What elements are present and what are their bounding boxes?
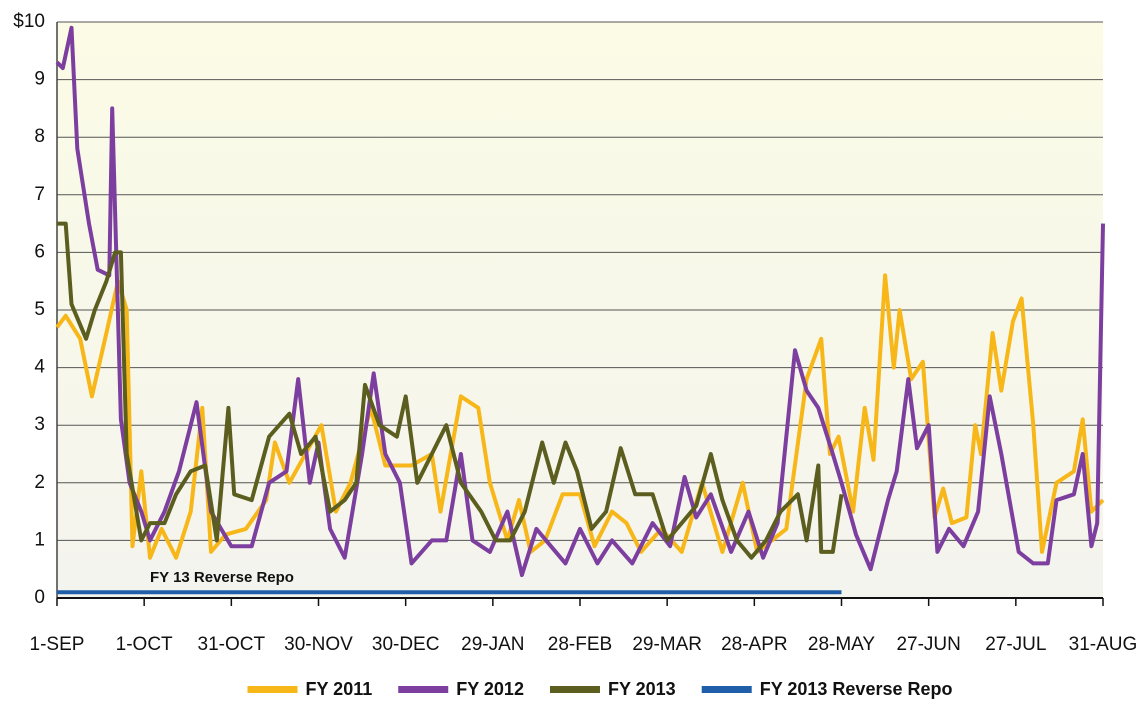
legend-label: FY 2013 Reverse Repo	[760, 679, 953, 699]
y-tick-label: 5	[34, 299, 45, 320]
x-tick-label: 28-APR	[721, 634, 788, 655]
legend-swatch	[247, 686, 298, 693]
y-tick-label: 8	[34, 126, 45, 147]
y-tick-label: 1	[34, 529, 45, 550]
x-tick-label: 1-SEP	[30, 634, 85, 655]
annotation: FY 13 Reverse Repo	[150, 569, 294, 586]
x-tick-label: 27-JUN	[896, 634, 960, 655]
legend-swatch	[398, 686, 449, 693]
y-tick-label: 0	[34, 587, 45, 608]
x-tick-label: 29-MAR	[632, 634, 702, 655]
x-tick-label: 1-OCT	[116, 634, 173, 655]
y-tick-label: 9	[34, 69, 45, 90]
legend-swatch	[701, 686, 752, 693]
y-tick-label: 2	[34, 472, 45, 493]
x-tick-label: 30-NOV	[284, 634, 353, 655]
y-tick-label: $10	[13, 11, 45, 32]
x-tick-label: 31-AUG	[1069, 634, 1137, 655]
y-tick-label: 4	[34, 357, 45, 378]
x-tick-label: 31-OCT	[198, 634, 266, 655]
x-tick-label: 29-JAN	[461, 634, 524, 655]
x-tick-label: 27-JUL	[985, 634, 1046, 655]
x-tick-label: 30-DEC	[372, 634, 440, 655]
series-line	[57, 221, 844, 560]
y-tick-label: 7	[34, 184, 45, 205]
y-tick-label: 3	[34, 414, 45, 435]
y-tick-label: 6	[34, 241, 45, 262]
legend-label: FY 2012	[456, 679, 524, 699]
x-tick-label: 28-FEB	[548, 634, 612, 655]
legend-label: FY 2013	[608, 679, 676, 699]
legend-label: FY 2011	[306, 679, 373, 699]
series-line	[55, 25, 1105, 577]
x-tick-label: 28-MAY	[808, 634, 876, 655]
legend-swatch	[549, 686, 600, 693]
